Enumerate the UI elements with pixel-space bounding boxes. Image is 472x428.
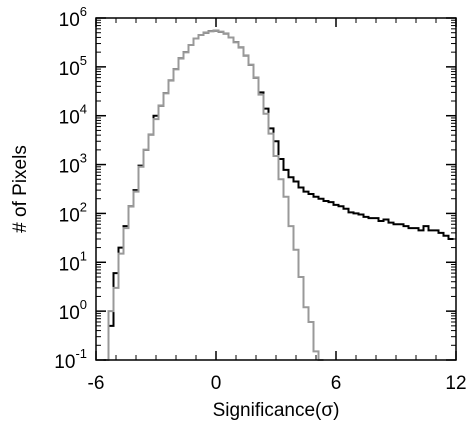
x-tick-label: 12 — [445, 373, 466, 394]
y-tick-label: 101 — [59, 248, 87, 275]
plot-frame — [95, 17, 457, 361]
y-tick-base: 10 — [54, 352, 75, 373]
y-tick-exponent: 4 — [80, 102, 87, 117]
y-tick-base: 10 — [59, 59, 80, 80]
histogram-series-2 — [103, 29, 324, 361]
series-layer — [103, 29, 454, 361]
y-tick-label: 100 — [59, 297, 87, 324]
y-tick-label: 104 — [59, 102, 87, 129]
x-tick-label: 0 — [211, 373, 222, 394]
y-tick-exponent: 6 — [80, 4, 87, 19]
y-tick-exponent: -1 — [75, 346, 87, 361]
y-tick-base: 10 — [59, 10, 80, 31]
y-tick-exponent: 2 — [80, 199, 87, 214]
x-tick-label: 6 — [331, 373, 342, 394]
y-tick-label: 105 — [59, 53, 87, 80]
y-tick-exponent: 0 — [80, 297, 87, 312]
y-tick-label: 106 — [59, 4, 87, 31]
y-tick-exponent: 5 — [80, 53, 87, 68]
histogram-series-1 — [103, 29, 454, 361]
y-tick-exponent: 3 — [80, 151, 87, 166]
x-axis-label: Significance(σ) — [213, 400, 340, 421]
y-tick-base: 10 — [59, 108, 80, 129]
y-tick-base: 10 — [59, 254, 80, 275]
y-tick-base: 10 — [59, 205, 80, 226]
x-tick-label: -6 — [88, 373, 105, 394]
y-tick-exponent: 1 — [80, 248, 87, 263]
y-tick-label: 103 — [59, 151, 87, 178]
y-axis-label: # of Pixels — [10, 145, 31, 233]
y-tick-base: 10 — [59, 157, 80, 178]
y-tick-label: 102 — [59, 199, 87, 226]
y-tick-base: 10 — [59, 303, 80, 324]
y-tick-label: 10-1 — [54, 346, 87, 373]
